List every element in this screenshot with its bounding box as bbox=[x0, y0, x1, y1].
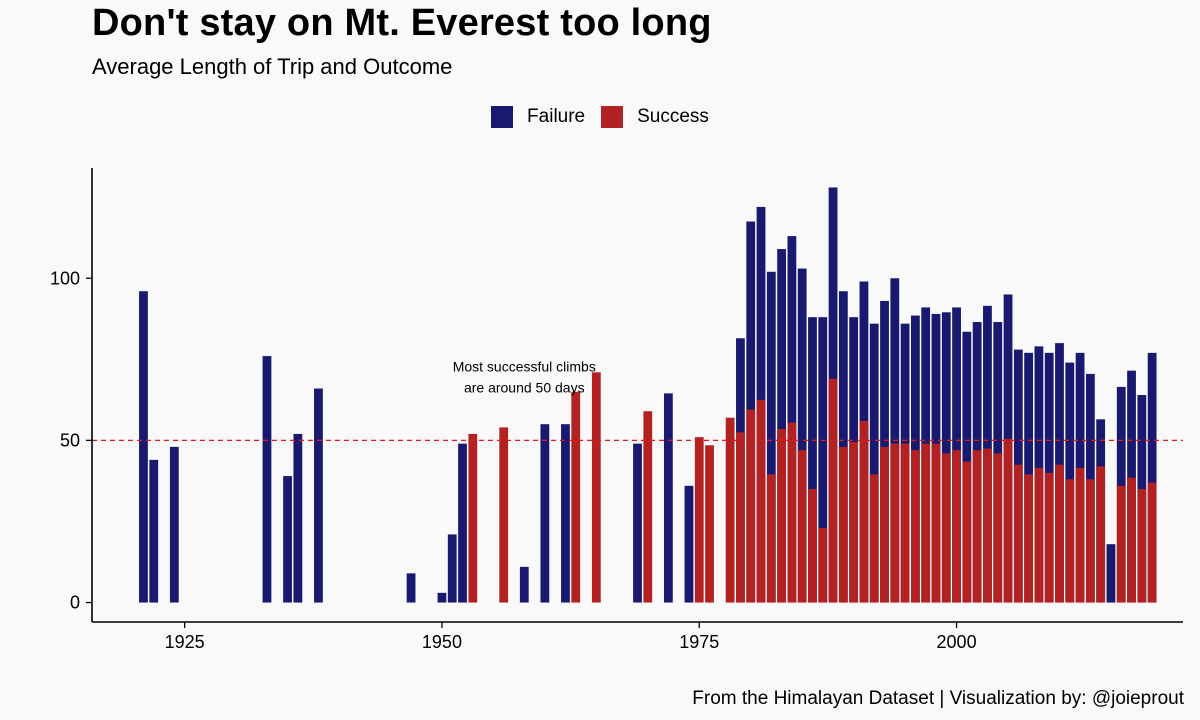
bar-failure-1938 bbox=[314, 388, 323, 603]
bar-success-1981 bbox=[756, 399, 766, 603]
bar-success-1997 bbox=[921, 443, 931, 603]
bar-failure-1958 bbox=[519, 566, 529, 603]
bar-failure-1992 bbox=[869, 323, 879, 603]
bar-failure-1924 bbox=[169, 446, 179, 603]
bar-success-2019 bbox=[1147, 482, 1157, 603]
annotation-line-1: Most successful climbs bbox=[453, 359, 596, 375]
bar-success-1999 bbox=[941, 453, 951, 603]
bar-success-1979 bbox=[736, 432, 745, 603]
bar-success-2011 bbox=[1065, 479, 1075, 603]
bar-success-1992 bbox=[869, 474, 879, 603]
bar-failure-1922 bbox=[149, 459, 159, 603]
bar-success-2013 bbox=[1085, 479, 1095, 603]
bar-success-2010 bbox=[1055, 464, 1064, 603]
bar-failure-1962 bbox=[561, 424, 570, 603]
bar-failure-1935 bbox=[283, 476, 292, 603]
chart-caption: From the Himalayan Dataset | Visualizati… bbox=[692, 688, 1184, 709]
bar-success-1963 bbox=[571, 391, 581, 603]
bar-success-2005 bbox=[1003, 438, 1013, 603]
legend-item-failure: Failure bbox=[491, 106, 585, 128]
legend: Failure Success bbox=[0, 106, 1200, 128]
bar-success-2016 bbox=[1116, 485, 1126, 603]
bar-success-1993 bbox=[880, 446, 889, 603]
bar-failure-1986 bbox=[808, 317, 817, 603]
legend-label-success: Success bbox=[637, 106, 709, 127]
bar-failure-1936 bbox=[293, 433, 303, 603]
legend-item-success: Success bbox=[601, 106, 709, 128]
bar-success-2006 bbox=[1013, 464, 1023, 603]
annotation-line-2: are around 50 days bbox=[464, 380, 585, 396]
bar-success-1975 bbox=[694, 437, 704, 603]
bar-success-1976 bbox=[705, 445, 714, 603]
bar-failure-1974 bbox=[684, 485, 694, 603]
bar-failure-1969 bbox=[633, 443, 642, 603]
bar-success-2018 bbox=[1137, 489, 1147, 603]
bar-success-1980 bbox=[746, 409, 756, 603]
bar-success-1989 bbox=[838, 446, 848, 603]
y-tick-label-100: 100 bbox=[50, 268, 80, 288]
bar-success-1996 bbox=[911, 450, 920, 603]
bar-success-1987 bbox=[818, 527, 828, 603]
bar-success-1986 bbox=[808, 489, 817, 603]
bar-success-1990 bbox=[849, 442, 859, 603]
bar-failure-1960 bbox=[540, 424, 550, 603]
bar-success-1994 bbox=[890, 443, 900, 603]
bar-success-1991 bbox=[859, 420, 869, 603]
bar-failure-1951 bbox=[447, 534, 457, 603]
bar-success-2014 bbox=[1096, 466, 1106, 603]
bar-failure-1933 bbox=[262, 356, 272, 603]
bar-success-2004 bbox=[993, 453, 1003, 603]
x-tick-label-2000: 2000 bbox=[937, 632, 977, 652]
bar-success-1970 bbox=[643, 411, 653, 603]
bar-success-1956 bbox=[499, 427, 509, 603]
bar-success-2007 bbox=[1024, 474, 1034, 603]
legend-label-failure: Failure bbox=[527, 106, 586, 127]
y-tick-label-0: 0 bbox=[70, 593, 80, 613]
bar-success-2000 bbox=[952, 450, 961, 603]
y-tick-label-50: 50 bbox=[60, 430, 80, 450]
chart-title: Don't stay on Mt. Everest too long bbox=[92, 2, 712, 44]
bar-failure-1921 bbox=[139, 291, 148, 603]
bar-success-2003 bbox=[983, 448, 992, 603]
bar-success-1983 bbox=[777, 429, 786, 603]
bar-success-1984 bbox=[787, 422, 797, 603]
bar-success-1998 bbox=[931, 443, 941, 603]
bar-failure-1947 bbox=[406, 573, 416, 603]
bar-failure-1983 bbox=[777, 249, 786, 603]
bar-success-2008 bbox=[1034, 467, 1044, 603]
bar-success-2001 bbox=[962, 461, 972, 603]
bar-success-2009 bbox=[1044, 472, 1054, 603]
bar-success-2012 bbox=[1075, 467, 1085, 603]
bar-failure-1952 bbox=[458, 443, 467, 603]
bar-failure-2019 bbox=[1147, 352, 1157, 603]
bar-success-1978 bbox=[725, 417, 735, 603]
bar-failure-1984 bbox=[787, 236, 797, 603]
bar-success-2017 bbox=[1127, 477, 1136, 603]
bar-success-1982 bbox=[766, 474, 776, 603]
legend-swatch-success bbox=[601, 106, 624, 128]
bar-failure-1950 bbox=[437, 592, 447, 603]
bar-failure-1985 bbox=[797, 268, 807, 603]
legend-swatch-failure bbox=[491, 106, 514, 128]
bar-success-1965 bbox=[591, 372, 601, 603]
x-tick-label-1925: 1925 bbox=[165, 632, 205, 652]
x-tick-label-1950: 1950 bbox=[422, 632, 462, 652]
bar-success-1953 bbox=[468, 433, 478, 603]
x-tick-label-1975: 1975 bbox=[679, 632, 719, 652]
bar-success-1988 bbox=[828, 378, 838, 603]
bar-success-1995 bbox=[900, 443, 910, 603]
bar-failure-1982 bbox=[766, 271, 776, 603]
bar-failure-1972 bbox=[663, 393, 673, 603]
chart-subtitle: Average Length of Trip and Outcome bbox=[92, 54, 453, 79]
bar-failure-1987 bbox=[818, 317, 828, 603]
bar-success-1985 bbox=[797, 450, 807, 603]
bar-failure-2015 bbox=[1106, 544, 1116, 603]
bar-success-2002 bbox=[972, 450, 982, 603]
